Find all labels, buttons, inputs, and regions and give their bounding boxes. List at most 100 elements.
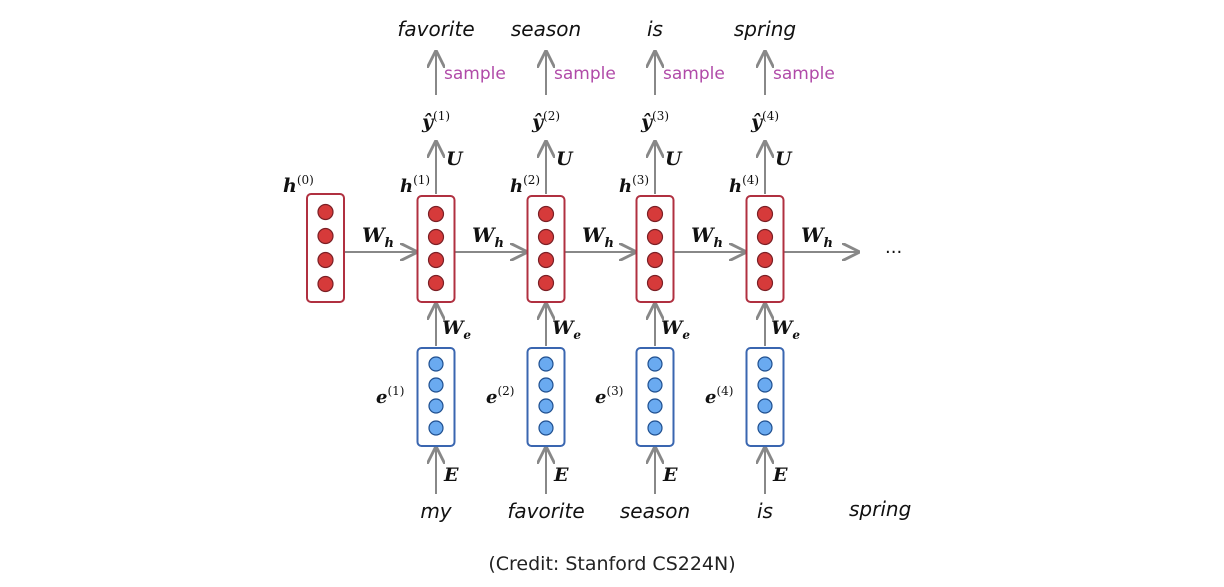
- hidden-node: [646, 251, 664, 269]
- embedding-matrix-label: E: [553, 464, 569, 486]
- output-weight-label: U: [446, 148, 464, 170]
- time-step-1: h(1) e(1) my E We Uŷ(1) sample favorite Wh: [376, 17, 506, 523]
- embedding-node: [428, 356, 444, 372]
- embedding-node: [538, 420, 554, 436]
- embed-weight-label: We: [552, 317, 581, 342]
- hidden-node: [646, 274, 664, 292]
- hidden-weight-label: Wh: [801, 223, 833, 251]
- output-weight-label: U: [665, 148, 683, 170]
- hidden-node: [317, 203, 334, 221]
- hidden-box-0: [306, 193, 345, 303]
- hidden-weight-label: Wh: [362, 223, 394, 251]
- time-step-2: h(2) e(2) favorite E We Uŷ(2) sample season Wh: [486, 17, 616, 523]
- embedding-node: [757, 420, 773, 436]
- time-steps: Whh(1)e(1)myEWeUŷ(1)samplefavoriteWhh(2)…: [362, 17, 835, 523]
- embedding-label: e(1): [376, 384, 404, 408]
- embedding-node: [647, 420, 663, 436]
- embedding-box: [745, 347, 785, 447]
- input-word: favorite: [507, 499, 584, 523]
- h0-index: (0): [297, 173, 314, 187]
- input-word: is: [757, 499, 773, 523]
- embedding-node: [757, 356, 773, 372]
- initial-hidden-label: h(0): [283, 173, 314, 197]
- embedding-node: [538, 356, 554, 372]
- hidden-state-label: h(3): [619, 173, 649, 197]
- sample-label: sample: [444, 64, 506, 84]
- arrows-layer: [344, 52, 858, 494]
- embedding-node: [428, 420, 444, 436]
- output-distribution-label: ŷ(3): [640, 109, 669, 133]
- output-distribution-label: ŷ(4): [750, 109, 779, 133]
- input-word: my: [420, 499, 452, 523]
- hidden-node: [317, 275, 334, 293]
- sample-label: sample: [554, 64, 616, 84]
- hidden-weight-label: Wh: [582, 223, 614, 251]
- hidden-state-label: h(1): [400, 173, 430, 197]
- hidden-node: [756, 274, 774, 292]
- embedding-node: [757, 398, 773, 414]
- embedding-node: [538, 398, 554, 414]
- hidden-node: [756, 205, 774, 223]
- hidden-node: [537, 274, 555, 292]
- embedding-node: [757, 377, 773, 393]
- hidden-state-label: h(2): [510, 173, 540, 197]
- hidden-box: [416, 195, 456, 303]
- hidden-node: [756, 251, 774, 269]
- hidden-node: [756, 228, 774, 246]
- embedding-label: e(3): [595, 384, 623, 408]
- h0-letter: h: [283, 175, 297, 197]
- output-word: spring: [734, 17, 796, 41]
- final-input-word: spring: [849, 497, 911, 521]
- embedding-matrix-label: E: [443, 464, 459, 486]
- hidden-node: [427, 205, 445, 223]
- hidden-box: [635, 195, 675, 303]
- time-step-4: h(4) e(4) is E We Uŷ(4) sample spring Wh: [705, 17, 835, 523]
- hidden-nodes-0: [317, 203, 334, 293]
- input-word: season: [620, 499, 690, 523]
- hidden-node: [646, 205, 664, 223]
- embedding-label: e(4): [705, 384, 733, 408]
- hidden-node: [537, 251, 555, 269]
- embedding-node: [538, 377, 554, 393]
- hidden-node: [317, 251, 334, 269]
- hidden-node: [537, 205, 555, 223]
- hidden-node: [427, 274, 445, 292]
- embedding-node: [428, 377, 444, 393]
- sample-label: sample: [773, 64, 835, 84]
- embedding-node: [647, 356, 663, 372]
- embedding-matrix-label: E: [772, 464, 788, 486]
- output-distribution-label: ŷ(2): [531, 109, 560, 133]
- hidden-node: [646, 228, 664, 246]
- embed-weight-label: We: [661, 317, 690, 342]
- credit-caption: (Credit: Stanford CS224N): [488, 553, 735, 575]
- hidden-box: [745, 195, 785, 303]
- hidden-box: [526, 195, 566, 303]
- hidden-node: [427, 228, 445, 246]
- hidden-weight-label: Wh: [472, 223, 504, 251]
- sample-label: sample: [663, 64, 725, 84]
- embedding-box: [526, 347, 566, 447]
- embedding-label: e(2): [486, 384, 514, 408]
- time-step-3: h(3) e(3) season E We Uŷ(3) sample is Wh: [595, 17, 725, 523]
- embedding-box: [416, 347, 456, 447]
- output-word: season: [511, 17, 581, 41]
- hidden-node: [317, 227, 334, 245]
- output-weight-label: U: [556, 148, 574, 170]
- hidden-state-label: h(4): [729, 173, 759, 197]
- embedding-box: [635, 347, 675, 447]
- embedding-matrix-label: E: [662, 464, 678, 486]
- initial-hidden-state: h(0): [283, 173, 345, 303]
- hidden-node: [537, 228, 555, 246]
- embedding-node: [428, 398, 444, 414]
- output-word: favorite: [397, 17, 474, 41]
- hidden-weight-label: Wh: [691, 223, 723, 251]
- embed-weight-label: We: [771, 317, 800, 342]
- embedding-node: [647, 398, 663, 414]
- continuation-ellipsis: ...: [885, 237, 902, 258]
- embedding-node: [647, 377, 663, 393]
- output-word: is: [647, 17, 663, 41]
- embed-weight-label: We: [442, 317, 471, 342]
- output-weight-label: U: [775, 148, 793, 170]
- output-distribution-label: ŷ(1): [421, 109, 450, 133]
